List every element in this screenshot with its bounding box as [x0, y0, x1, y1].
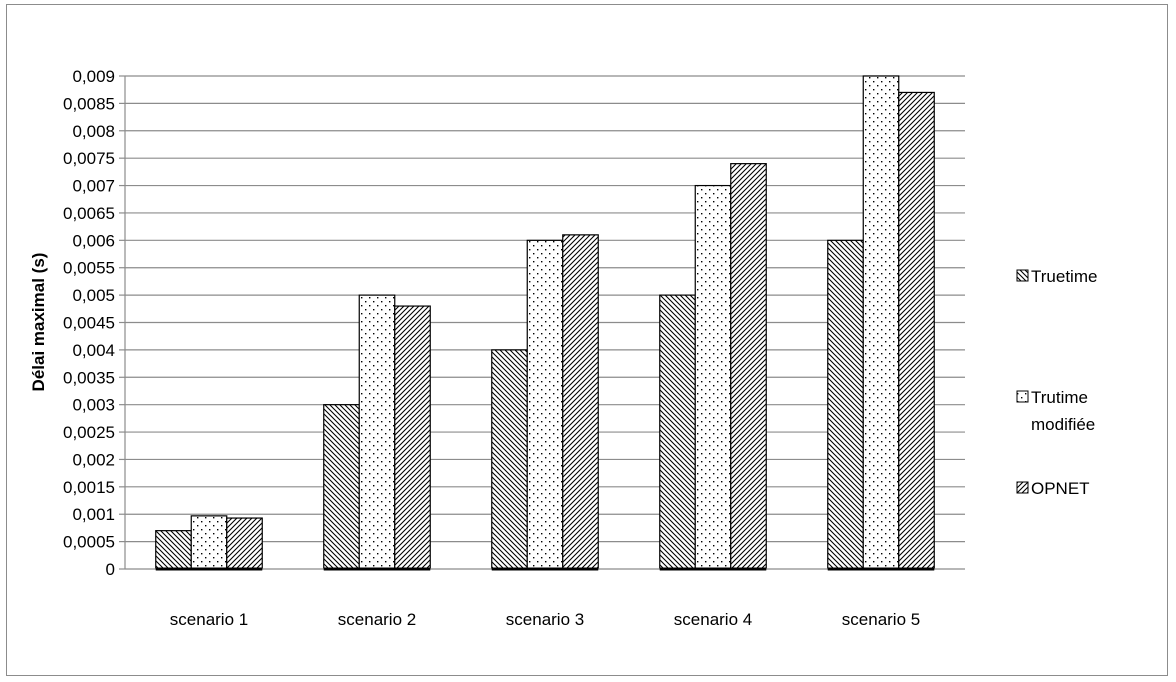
bar-diag-fwd-2	[394, 305, 431, 570]
y-tick-label: 0,008	[72, 122, 115, 141]
bar-dots-4	[694, 184, 732, 570]
x-tick-labels: scenario 1 scenario 2 scenario 3 scenario 4…	[170, 610, 920, 629]
bar-dots-1	[190, 515, 228, 570]
y-tick-label: 0,007	[72, 177, 115, 196]
legend-item-3: OPNET	[1016, 479, 1090, 498]
y-tick-label: 0,0085	[63, 94, 115, 113]
y-tick-label: 0,009	[72, 67, 115, 86]
y-tick-label: 0,006	[72, 231, 115, 250]
legend-swatch	[1016, 269, 1029, 282]
legend-label: Truetime	[1031, 267, 1097, 286]
bar-dots-3	[526, 239, 564, 570]
y-tick-label: 0,002	[72, 450, 115, 469]
y-tick-label: 0,0075	[63, 149, 115, 168]
legend-item-2: Trutime modifiée	[1016, 388, 1095, 434]
bar-diag-fwd-5	[898, 91, 935, 570]
bar-diag-fwd-4	[730, 163, 767, 570]
y-tick-labels: 0 0,0005 0,001 0,0015 0,002 0,0025 0,003 0,0035…	[63, 67, 115, 579]
legend-label: Trutime modifiée	[1031, 388, 1095, 434]
legend-item-1: Truetime	[1016, 267, 1097, 286]
legend-swatch	[1016, 481, 1029, 494]
y-tick-label: 0,004	[72, 341, 115, 360]
legend-swatch	[1016, 390, 1029, 403]
x-tick-label: scenario 3	[506, 610, 584, 629]
y-tick-label: 0,0035	[63, 368, 115, 387]
bar-diag-back-5	[827, 239, 864, 570]
y-tick-label: 0,001	[72, 505, 115, 524]
y-tick-label: 0,005	[72, 286, 115, 305]
x-tick-label: scenario 5	[842, 610, 920, 629]
y-tick-label: 0,0065	[63, 204, 115, 223]
x-tick-label: scenario 4	[674, 610, 752, 629]
bar-diag-back-4	[659, 294, 696, 570]
y-tick-label: 0,0055	[63, 259, 115, 278]
x-tick-label: scenario 1	[170, 610, 248, 629]
y-tick-label: 0,0025	[63, 423, 115, 442]
legend: Truetime Trutime modifiée OPNET	[1016, 267, 1097, 498]
y-tick-label: 0,0045	[63, 314, 115, 333]
y-tick-label: 0,0015	[63, 478, 115, 497]
legend-label: OPNET	[1031, 479, 1090, 498]
bar-diag-back-1	[155, 530, 192, 570]
y-tick-label: 0,003	[72, 396, 115, 415]
x-tick-label: scenario 2	[338, 610, 416, 629]
bar-dots-2	[358, 294, 396, 570]
bar-dots-5	[862, 75, 900, 570]
bar-diag-fwd-3	[562, 234, 599, 570]
bar-diag-back-3	[491, 349, 528, 570]
y-tick-label: 0,0005	[63, 533, 115, 552]
bars	[155, 75, 935, 570]
bar-diag-fwd-1	[226, 517, 263, 570]
bar-diag-back-2	[323, 404, 360, 570]
y-tick-label: 0	[106, 560, 115, 579]
y-axis-label: Délai maximal (s)	[29, 253, 48, 392]
